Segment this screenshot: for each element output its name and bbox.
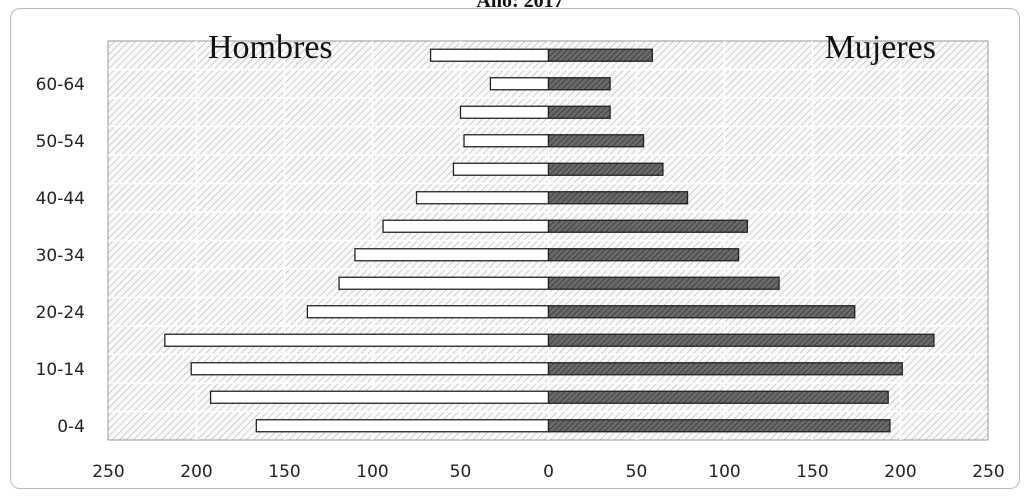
- y-axis-tick-labels: 0-4 10-14 20-24 30-34 40-44 50-54 60-64: [36, 75, 85, 437]
- bar-hombres-30-34: [354, 248, 550, 262]
- y-tick-label: 20-24: [36, 303, 85, 323]
- bar-hombres-25-29: [338, 276, 550, 290]
- bar-hombres-0-4: [255, 419, 550, 433]
- right-side-label: Mujeres: [825, 29, 936, 66]
- bar-hombres-60-64: [489, 77, 550, 91]
- bar-mujeres-35-39: [547, 219, 749, 233]
- bar-hombres-65+: [429, 48, 550, 62]
- bar-mujeres-60-64: [547, 77, 611, 91]
- bar-mujeres-5-9: [547, 390, 889, 404]
- bar-hombres-15-19: [164, 333, 550, 347]
- x-axis-tick-labels: 250 200 150 100 50 0 50 100 150 200 250: [92, 462, 1004, 482]
- x-tick-label: 50: [450, 462, 472, 482]
- bar-mujeres-25-29: [547, 276, 780, 290]
- bar-hombres-35-39: [382, 219, 550, 233]
- y-tick-label: 50-54: [36, 132, 85, 152]
- x-tick-label: 100: [708, 462, 740, 482]
- y-tick-label: 10-14: [36, 360, 85, 380]
- bar-mujeres-0-4: [547, 419, 891, 433]
- x-tick-label: 200: [884, 462, 916, 482]
- x-tick-label: 100: [356, 462, 388, 482]
- bar-mujeres-40-44: [547, 191, 689, 205]
- bar-mujeres-20-24: [547, 305, 856, 319]
- left-side-label: Hombres: [208, 29, 333, 66]
- x-tick-label: 200: [180, 462, 212, 482]
- x-tick-label: 50: [626, 462, 648, 482]
- bar-hombres-45-49: [452, 162, 550, 176]
- x-tick-label: 250: [92, 462, 124, 482]
- chart-title: Año: 2017: [476, 0, 563, 12]
- bar-mujeres-30-34: [547, 248, 740, 262]
- x-tick-label: 150: [796, 462, 828, 482]
- bar-mujeres-50-54: [547, 134, 645, 148]
- y-tick-label: 40-44: [36, 189, 85, 209]
- y-tick-label: 60-64: [36, 75, 85, 95]
- bar-mujeres-55-59: [547, 105, 611, 119]
- bar-mujeres-10-14: [547, 362, 903, 376]
- bar-hombres-20-24: [306, 305, 550, 319]
- bar-mujeres-45-49: [547, 162, 664, 176]
- bars-group: [164, 48, 935, 433]
- y-tick-label: 30-34: [36, 246, 85, 266]
- bar-hombres-5-9: [209, 390, 550, 404]
- bar-hombres-10-14: [190, 362, 550, 376]
- x-tick-label: 250: [972, 462, 1004, 482]
- x-tick-label: 150: [268, 462, 300, 482]
- y-tick-label: 0-4: [57, 417, 85, 437]
- bar-hombres-55-59: [459, 105, 550, 119]
- bar-mujeres-65+: [547, 48, 653, 62]
- bar-hombres-50-54: [463, 134, 550, 148]
- bar-hombres-40-44: [415, 191, 550, 205]
- chart-frame: [10, 8, 1020, 489]
- x-tick-label: 0: [543, 462, 554, 482]
- bar-mujeres-15-19: [547, 333, 935, 347]
